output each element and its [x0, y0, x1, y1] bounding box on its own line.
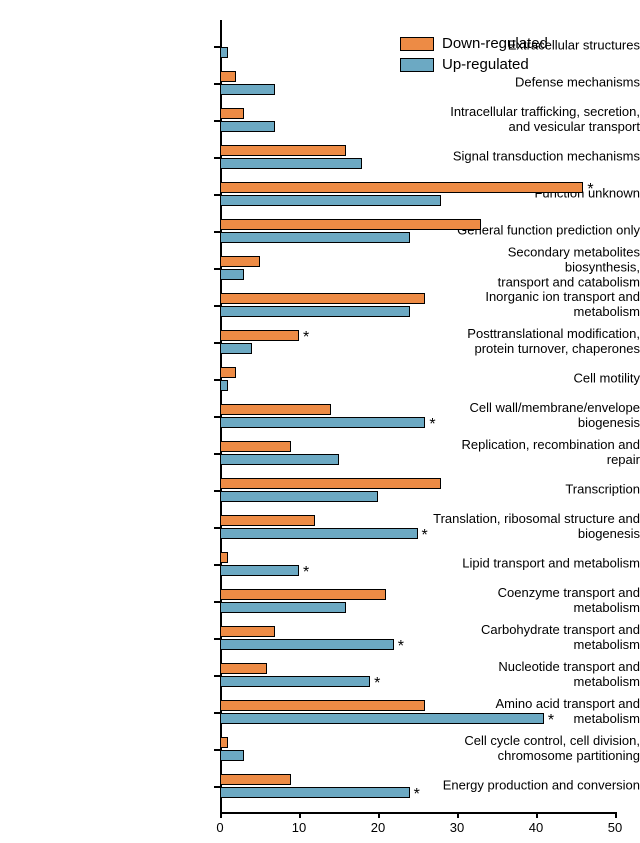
chart-container: Down-regulated Up-regulated 01020304050E…	[0, 0, 640, 843]
bar-up	[220, 417, 425, 428]
bar-down	[220, 293, 425, 304]
bar-down	[220, 330, 299, 341]
bar-up	[220, 380, 228, 391]
bar-down	[220, 219, 481, 230]
x-axis	[220, 812, 615, 814]
legend-swatch-down	[400, 37, 434, 51]
sig-star: *	[587, 182, 593, 198]
bar-down	[220, 478, 441, 489]
category-label: Replication, recombination and repair	[432, 438, 640, 468]
x-tick	[615, 812, 617, 818]
bar-down	[220, 367, 236, 378]
sig-star: *	[303, 330, 309, 346]
category-label: Signal transduction mechanisms	[432, 150, 640, 165]
x-tick-label: 20	[371, 820, 385, 835]
category-label: Posttranslational modification, protein …	[432, 327, 640, 357]
category-label: Cell cycle control, cell division, chrom…	[432, 734, 640, 764]
x-tick-label: 50	[608, 820, 622, 835]
y-axis	[220, 20, 222, 812]
bar-up	[220, 158, 362, 169]
bar-up	[220, 195, 441, 206]
legend-label-up: Up-regulated	[442, 56, 529, 73]
category-label: Lipid transport and metabolism	[432, 557, 640, 572]
category-label: Carbohydrate transport and metabolism	[432, 623, 640, 653]
legend-item-up: Up-regulated	[400, 56, 548, 73]
bar-down	[220, 700, 425, 711]
bar-down	[220, 145, 346, 156]
bar-up	[220, 121, 275, 132]
legend-swatch-up	[400, 58, 434, 72]
bar-down	[220, 515, 315, 526]
sig-star: *	[548, 713, 554, 729]
x-tick	[536, 812, 538, 818]
x-tick	[378, 812, 380, 818]
bar-up	[220, 639, 394, 650]
category-label: Inorganic ion transport and metabolism	[432, 290, 640, 320]
bar-down	[220, 737, 228, 748]
bar-up	[220, 491, 378, 502]
x-tick-label: 10	[292, 820, 306, 835]
category-label: Cell wall/membrane/envelope biogenesis	[432, 401, 640, 431]
x-tick-label: 40	[529, 820, 543, 835]
sig-star: *	[303, 565, 309, 581]
bar-down	[220, 552, 228, 563]
bar-up	[220, 306, 410, 317]
bar-down	[220, 71, 236, 82]
bar-down	[220, 663, 267, 674]
sig-star: *	[398, 639, 404, 655]
bar-up	[220, 343, 252, 354]
sig-star: *	[374, 676, 380, 692]
category-label: Transcription	[432, 483, 640, 498]
bar-down	[220, 182, 583, 193]
bar-down	[220, 589, 386, 600]
category-label: Defense mechanisms	[432, 76, 640, 91]
category-label: Extracellular structures	[432, 39, 640, 54]
bar-down	[220, 441, 291, 452]
bar-up	[220, 528, 418, 539]
category-label: Nucleotide transport and metabolism	[432, 660, 640, 690]
bar-up	[220, 676, 370, 687]
sig-star: *	[414, 787, 420, 803]
bar-down	[220, 626, 275, 637]
category-label: Coenzyme transport and metabolism	[432, 586, 640, 616]
category-label: Cell motility	[432, 372, 640, 387]
bar-up	[220, 454, 339, 465]
bar-down	[220, 108, 244, 119]
bar-up	[220, 565, 299, 576]
category-label: Energy production and conversion	[432, 779, 640, 794]
bar-down	[220, 256, 260, 267]
x-tick	[299, 812, 301, 818]
bar-up	[220, 47, 228, 58]
x-tick	[220, 812, 222, 818]
x-tick-label: 0	[216, 820, 223, 835]
bar-up	[220, 602, 346, 613]
x-tick	[457, 812, 459, 818]
bar-up	[220, 713, 544, 724]
x-tick-label: 30	[450, 820, 464, 835]
category-label: Intracellular trafficking, secretion, an…	[432, 105, 640, 135]
sig-star: *	[422, 528, 428, 544]
bar-down	[220, 774, 291, 785]
bar-up	[220, 269, 244, 280]
bar-up	[220, 750, 244, 761]
bar-down	[220, 404, 331, 415]
bar-up	[220, 84, 275, 95]
category-label: Secondary metabolites biosynthesis, tran…	[432, 246, 640, 291]
category-label: Translation, ribosomal structure and bio…	[432, 512, 640, 542]
sig-star: *	[429, 417, 435, 433]
bar-up	[220, 787, 410, 798]
bar-up	[220, 232, 410, 243]
